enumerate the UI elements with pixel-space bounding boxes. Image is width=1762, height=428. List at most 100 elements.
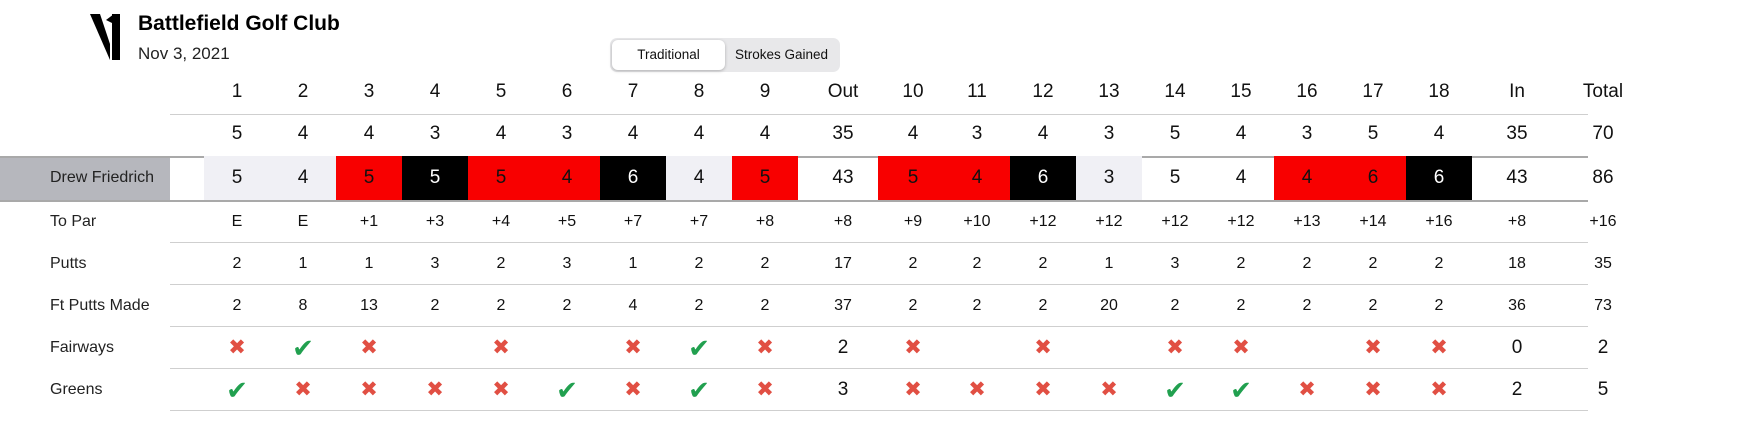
cross-mark: ✖ [1364,378,1382,401]
cross-mark: ✖ [624,378,642,401]
check-mark: ✔ [688,333,710,363]
stat-cell: 2 [908,255,918,272]
check-icon: ✔ [534,370,600,410]
par-cell: 5 [231,123,243,144]
score-cell: 5 [878,156,948,200]
stat-cell: 2 [496,297,506,314]
par-cell: 3 [561,123,573,144]
score-cell: 6 [1406,156,1472,200]
hole-header: 17 [1362,81,1384,102]
hole-header: Out [827,81,859,102]
stat-cell: 36 [1508,297,1526,314]
row-divider [170,368,1588,369]
stat-cell: 2 [694,297,704,314]
stat-cell: +16 [1589,213,1617,230]
stat-cell: 2 [908,297,918,314]
hole-header: 6 [561,81,573,102]
hole-header: 7 [627,81,639,102]
par-cell: 3 [1301,123,1313,144]
check-icon: ✔ [1208,370,1274,410]
row-divider [170,326,1588,327]
score-cell: 6 [1340,156,1406,200]
cross-mark: ✖ [756,336,774,359]
cross-icon: ✖ [1340,370,1406,410]
par-cell: 4 [495,123,507,144]
stat-cell [1076,328,1142,368]
stat-cell: 3 [430,255,440,272]
stat-cell: 2 [1302,297,1312,314]
cross-mark: ✖ [1034,336,1052,359]
stat-cell: 2 [1597,337,1609,358]
cross-icon: ✖ [1208,328,1274,368]
par-cell: 4 [363,123,375,144]
score-cell: 4 [534,156,600,200]
hole-header: 12 [1032,81,1054,102]
cross-icon: ✖ [878,328,948,368]
stat-cell: +16 [1425,213,1453,230]
cross-icon: ✖ [1340,328,1406,368]
score-cell: 5 [732,156,798,200]
par-cell: 4 [627,123,639,144]
par-cell: 4 [907,123,919,144]
par-cell: 70 [1592,123,1614,144]
par-cell: 5 [1367,123,1379,144]
stat-cell: 1 [298,255,308,272]
par-cell: 4 [759,123,771,144]
stat-cell: 2 [1236,255,1246,272]
stat-cell: 2 [972,297,982,314]
stat-cell: 5 [1597,379,1609,400]
par-cell: 3 [971,123,983,144]
stat-cell: 3 [562,255,572,272]
par-cell: 4 [693,123,705,144]
check-icon: ✔ [666,370,732,410]
cross-mark: ✖ [360,378,378,401]
stat-cell: +12 [1095,213,1123,230]
par-cell: 5 [1169,123,1181,144]
stat-cell: 2 [694,255,704,272]
row-label: Ft Putts Made [50,297,150,314]
cross-icon: ✖ [878,370,948,410]
stat-cell: +8 [755,213,775,230]
hole-header: 13 [1098,81,1120,102]
cross-mark: ✖ [294,378,312,401]
hole-header: In [1509,81,1525,102]
cross-mark: ✖ [1166,336,1184,359]
par-cell: 3 [429,123,441,144]
stat-cell: 2 [562,297,572,314]
score-cell: 5 [336,156,402,200]
stat-cell: 35 [1594,255,1612,272]
stat-cell: E [231,213,243,230]
stat-cell: +7 [623,213,643,230]
stat-cell: +13 [1293,213,1321,230]
stat-cell: 2 [1038,297,1048,314]
row-label: Greens [50,381,103,398]
score-cell: 4 [270,156,336,200]
hole-header: 2 [297,81,309,102]
par-cell: 4 [1037,123,1049,144]
row-divider [0,200,1588,202]
cross-mark: ✖ [904,378,922,401]
toggle-strokes-gained[interactable]: Strokes Gained [734,47,829,62]
check-mark: ✔ [556,375,578,405]
cross-icon: ✖ [270,370,336,410]
cross-mark: ✖ [756,378,774,401]
cross-mark: ✖ [968,378,986,401]
cross-icon: ✖ [600,328,666,368]
stat-cell: +9 [903,213,923,230]
row-divider [170,114,1588,115]
cross-mark: ✖ [492,378,510,401]
toggle-traditional[interactable]: Traditional [612,40,725,70]
stat-cell: 2 [1511,379,1523,400]
cross-mark: ✖ [426,378,444,401]
club-name: Battlefield Golf Club [138,12,340,35]
stat-cell: 4 [628,297,638,314]
stat-cell: 2 [496,255,506,272]
stat-cell: 8 [298,297,308,314]
view-toggle[interactable]: Traditional Strokes Gained [610,38,840,72]
cross-icon: ✖ [1274,370,1340,410]
player-row-highlight [0,156,170,200]
stat-cell: E [297,213,309,230]
score-cell: 6 [1010,156,1076,200]
stat-cell: 2 [1368,255,1378,272]
hole-header: 11 [967,81,987,102]
